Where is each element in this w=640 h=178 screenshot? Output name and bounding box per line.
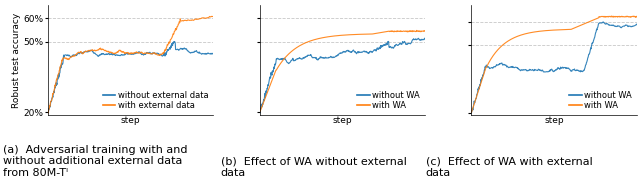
X-axis label: step: step [544, 116, 564, 125]
Legend: without WA, with WA: without WA, with WA [356, 90, 421, 111]
Legend: without external data, with external data: without external data, with external dat… [102, 90, 209, 111]
Text: (a)  Adversarial training with and
without additional external data
from 80M-Tᴵ: (a) Adversarial training with and withou… [3, 145, 188, 178]
X-axis label: step: step [333, 116, 352, 125]
Legend: without WA, with WA: without WA, with WA [568, 90, 632, 111]
X-axis label: step: step [121, 116, 141, 125]
Y-axis label: Robust test accuracy: Robust test accuracy [12, 12, 21, 108]
Text: (c)  Effect of WA with external
data: (c) Effect of WA with external data [426, 156, 593, 178]
Text: (b)  Effect of WA without external
data: (b) Effect of WA without external data [221, 156, 406, 178]
